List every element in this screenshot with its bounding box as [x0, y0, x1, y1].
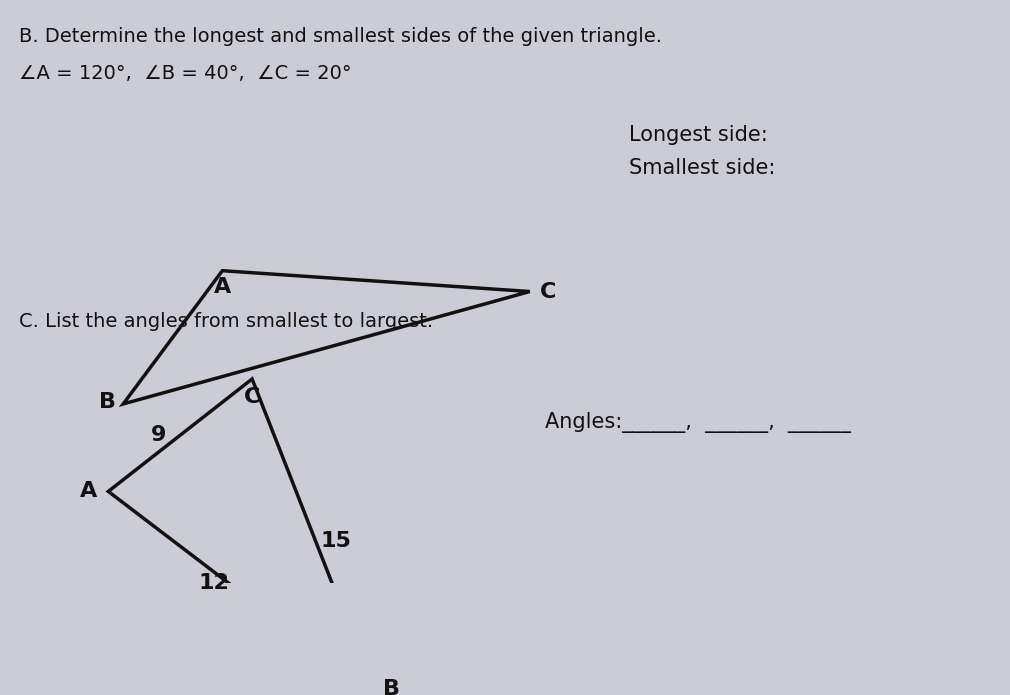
Text: Longest side:: Longest side: [629, 125, 768, 145]
Text: B: B [384, 679, 400, 695]
Text: B. Determine the longest and smallest sides of the given triangle.: B. Determine the longest and smallest si… [19, 28, 662, 47]
Text: C: C [244, 387, 261, 407]
Text: A: A [214, 277, 231, 297]
Text: Angles:______,  ______,  ______: Angles:______, ______, ______ [544, 412, 850, 433]
Text: C: C [539, 281, 556, 302]
Text: C. List the angles from smallest to largest.: C. List the angles from smallest to larg… [19, 312, 433, 332]
Text: 12: 12 [199, 573, 230, 594]
Text: ∠A = 120°,  ∠B = 40°,  ∠C = 20°: ∠A = 120°, ∠B = 40°, ∠C = 20° [19, 64, 351, 83]
Text: B: B [99, 392, 116, 412]
Text: 15: 15 [320, 532, 351, 551]
Text: 9: 9 [150, 425, 166, 445]
Text: Smallest side:: Smallest side: [629, 158, 776, 178]
Text: A: A [80, 482, 97, 501]
